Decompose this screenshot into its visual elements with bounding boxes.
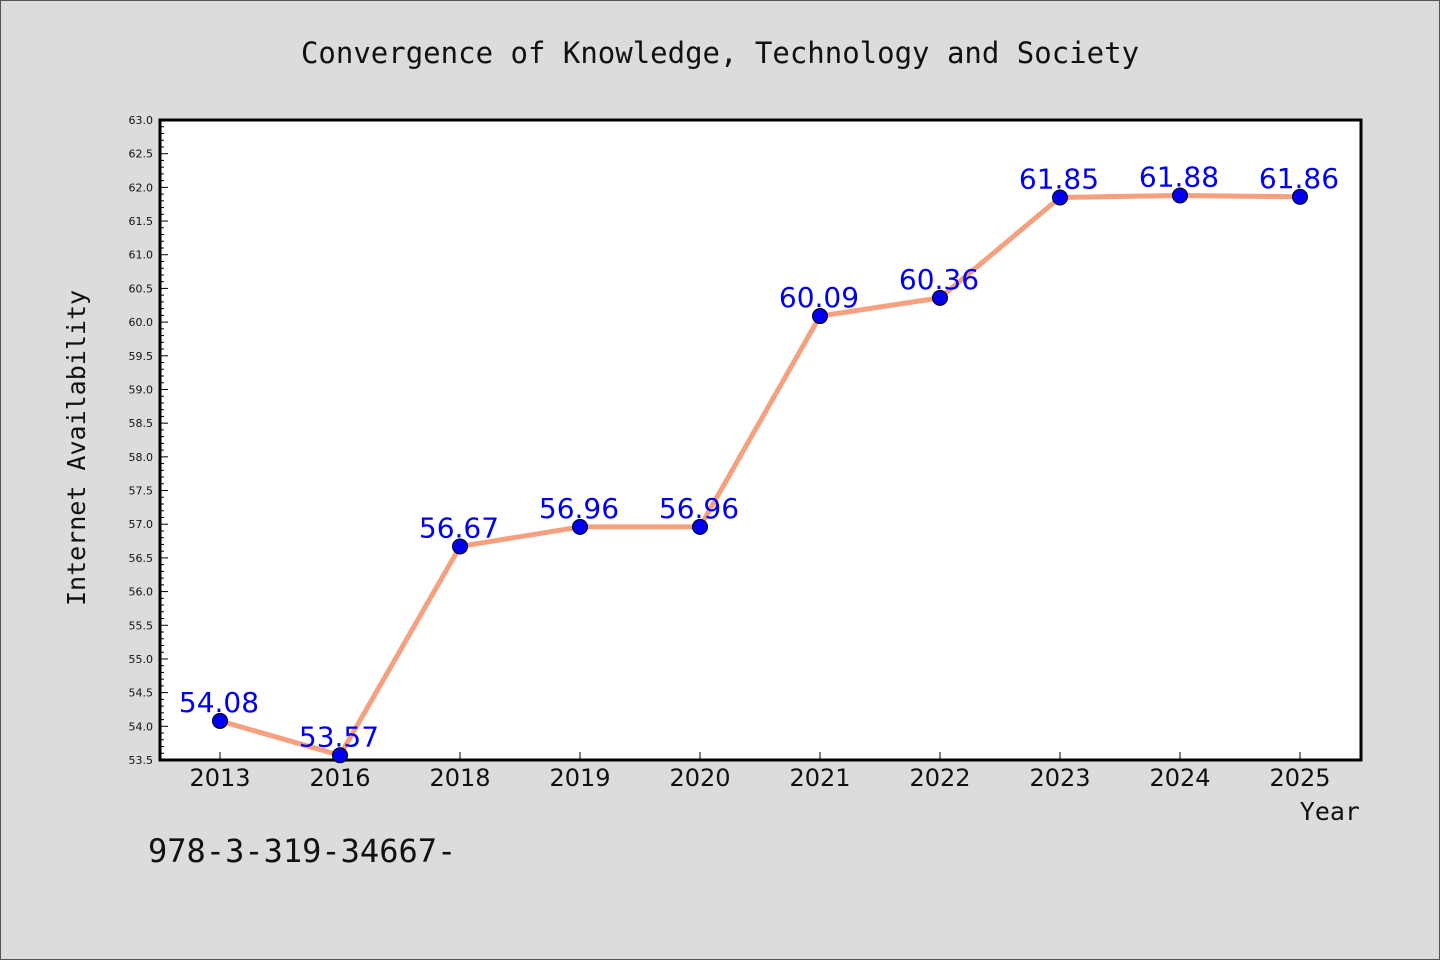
series-line	[217, 192, 1303, 758]
data-label: 56.67	[419, 511, 499, 544]
chart-title: Convergence of Knowledge, Technology and…	[301, 36, 1139, 70]
x-axis-label: Year	[1300, 797, 1360, 826]
data-point	[332, 747, 348, 764]
y-tick-label: 61.0	[129, 249, 154, 262]
x-tick-label: 2025	[1269, 764, 1330, 792]
y-tick-label: 53.5	[129, 754, 154, 767]
y-tick-label: 60.0	[129, 316, 154, 329]
isbn-footer: 978-3-319-34667-	[148, 832, 457, 870]
data-label: 54.08	[179, 686, 259, 719]
x-tick-label: 2013	[189, 764, 250, 792]
y-tick-label: 57.5	[129, 485, 154, 498]
y-tick-label: 58.0	[129, 451, 154, 464]
x-tick-label: 2024	[1149, 764, 1210, 792]
data-label: 53.57	[299, 720, 379, 753]
x-tick-label: 2016	[309, 764, 370, 792]
y-tick-label: 62.5	[129, 148, 154, 161]
y-tick-label: 61.5	[129, 215, 154, 228]
data-point	[1292, 188, 1308, 205]
plot-area	[158, 118, 1363, 762]
data-label: 61.86	[1259, 162, 1339, 195]
data-label: 56.96	[659, 492, 739, 525]
y-tick-label: 58.5	[129, 417, 154, 430]
data-label: 60.09	[779, 281, 859, 314]
y-tick-label: 57.0	[129, 518, 154, 531]
y-axis-label: Internet Availability	[62, 290, 91, 606]
y-tick-label: 59.0	[129, 383, 154, 396]
data-point	[1172, 187, 1188, 204]
y-tick-label: 63.0	[129, 114, 154, 127]
x-tick-label: 2021	[789, 764, 850, 792]
y-tick-label: 54.5	[129, 687, 154, 700]
data-label-group: 54.08 53.57 56.67 56.96 56.96 60.09 60.36 61.85…	[179, 160, 1339, 753]
data-point	[212, 712, 228, 729]
x-tick-label: 2018	[429, 764, 490, 792]
marker-group	[212, 187, 1308, 764]
x-tick-label: 2020	[669, 764, 730, 792]
data-point	[572, 518, 588, 535]
data-point	[692, 518, 708, 535]
data-point	[812, 308, 828, 325]
data-point	[932, 289, 948, 306]
x-tick-label: 2019	[549, 764, 610, 792]
y-tick-label: 59.5	[129, 350, 154, 363]
y-tick-label: 54.0	[129, 720, 154, 733]
y-tick-label: 56.0	[129, 586, 154, 599]
data-label: 61.88	[1139, 160, 1219, 193]
y-tick-label: 55.0	[129, 653, 154, 666]
y-tick-label: 55.5	[129, 619, 154, 632]
x-tick-label: 2022	[909, 764, 970, 792]
data-point	[1052, 189, 1068, 206]
data-label: 56.96	[539, 492, 619, 525]
y-tick-label: 56.5	[129, 552, 154, 565]
y-tick-label: 60.5	[129, 282, 154, 295]
y-axis: 53.5 54.0 54.5 55.0 55.5 56.0 56.5 57.0 57.5 58.0…	[129, 114, 168, 767]
y-tick-label: 62.0	[129, 181, 154, 194]
series-line-group	[217, 192, 1303, 758]
data-label: 61.85	[1019, 162, 1099, 195]
x-tick-label: 2023	[1029, 764, 1090, 792]
data-label: 60.36	[899, 263, 979, 296]
data-point	[452, 538, 468, 555]
